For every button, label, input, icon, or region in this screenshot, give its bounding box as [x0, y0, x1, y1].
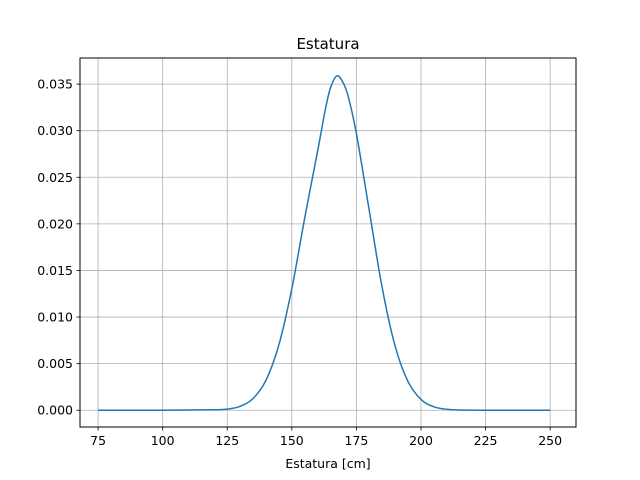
series-layer [98, 75, 551, 412]
plot-frame [79, 57, 577, 428]
x-tick-label: 175 [344, 433, 368, 448]
y-tick-label: 0.000 [37, 403, 73, 418]
x-tick-label: 250 [538, 433, 562, 448]
y-tick-label: 0.035 [37, 77, 73, 92]
x-axis: 75 100 125 150 175 200 225 250 [90, 427, 562, 448]
series-line [98, 75, 551, 412]
x-tick-label: 225 [474, 433, 498, 448]
y-tick-label: 0.025 [37, 170, 73, 185]
chart-title: Estatura [296, 35, 359, 53]
y-axis: 0.000 0.005 0.010 0.015 0.020 0.025 0.030 0.035 [37, 77, 80, 418]
y-tick-label: 0.030 [37, 123, 73, 138]
x-tick-label: 75 [90, 433, 106, 448]
y-tick-label: 0.015 [37, 263, 73, 278]
x-tick-label: 100 [151, 433, 175, 448]
x-tick-label: 125 [215, 433, 239, 448]
x-tick-label: 200 [409, 433, 433, 448]
x-tick-label: 150 [280, 433, 304, 448]
y-tick-label: 0.005 [37, 356, 73, 371]
grid [80, 58, 576, 427]
y-tick-label: 0.020 [37, 216, 73, 231]
y-tick-label: 0.010 [37, 310, 73, 325]
x-axis-label: Estatura [cm] [285, 456, 370, 471]
